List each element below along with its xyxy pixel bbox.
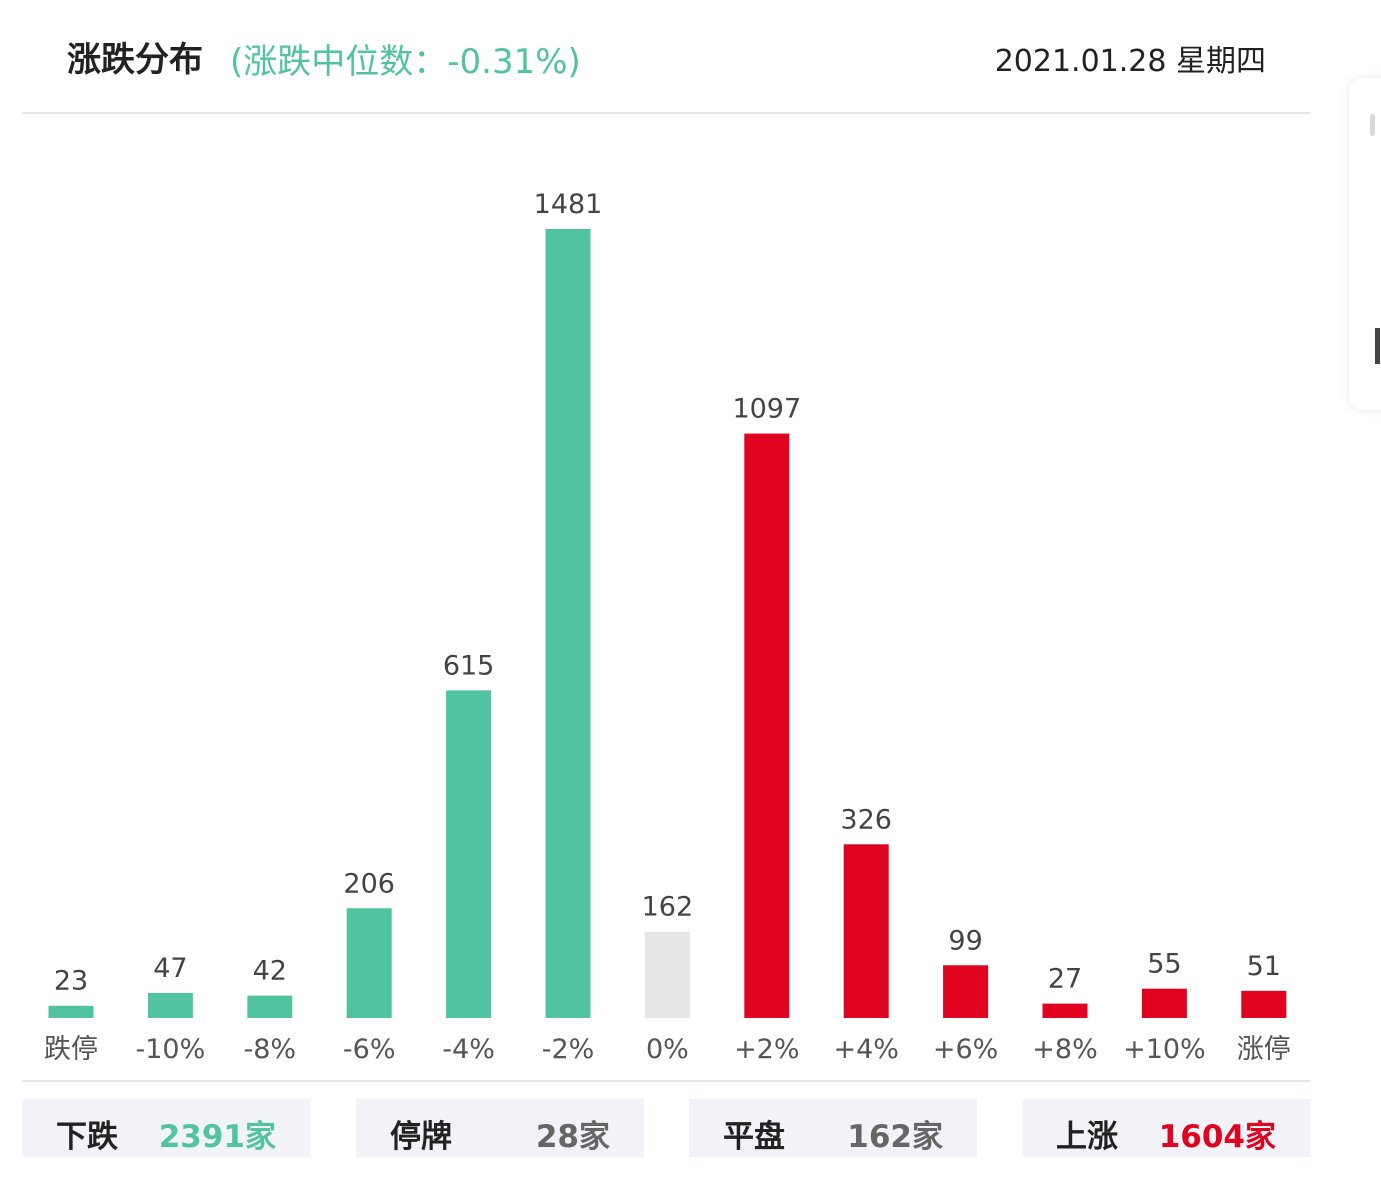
category-label-11: +10% <box>1123 1034 1206 1065</box>
stat-flat-value: 162家 <box>847 1119 943 1155</box>
category-label-3: -6% <box>343 1034 396 1065</box>
category-label-12: 涨停 <box>1237 1034 1291 1065</box>
page-title: 涨跌分布 <box>67 40 203 80</box>
bar-6 <box>644 931 690 1018</box>
stat-suspended-value: 28家 <box>535 1119 610 1155</box>
bar-3 <box>346 908 392 1018</box>
category-label-10: +8% <box>1032 1034 1097 1065</box>
stat-flat: 平盘 162家 <box>689 1099 977 1157</box>
bar-10 <box>1042 1003 1088 1018</box>
axis-divider <box>22 1080 1310 1082</box>
stat-up: 上涨 1604家 <box>1022 1099 1310 1157</box>
bar-9 <box>943 965 989 1018</box>
bar-2 <box>247 995 293 1018</box>
bar-12 <box>1241 990 1287 1018</box>
stat-down: 下跌 2391家 <box>22 1099 310 1157</box>
category-label-9: +6% <box>933 1034 998 1065</box>
header: 涨跌分布 (涨跌中位数：-0.31%) 2021.01.28 星期四 <box>22 0 1310 114</box>
bar-value-label-12: 51 <box>1247 951 1281 982</box>
bar-8 <box>843 844 889 1018</box>
stat-down-value: 2391家 <box>158 1119 276 1155</box>
trade-date: 2021.01.28 星期四 <box>994 44 1266 79</box>
stat-up-label: 上涨 <box>1056 1119 1118 1155</box>
bar-value-label-2: 42 <box>253 956 287 987</box>
bar-value-label-4: 615 <box>443 650 495 681</box>
category-label-6: 0% <box>646 1034 689 1065</box>
bar-value-label-5: 1481 <box>534 189 603 220</box>
bar-value-label-8: 326 <box>840 804 892 835</box>
stat-flat-label: 平盘 <box>723 1119 785 1155</box>
category-label-7: +2% <box>734 1034 799 1065</box>
category-label-0: 跌停 <box>44 1034 98 1065</box>
bar-11 <box>1141 988 1187 1018</box>
bar-1 <box>147 992 193 1018</box>
stat-suspended-label: 停牌 <box>390 1119 452 1155</box>
distribution-bar-chart: 23 跌停 47 -10% 42 -8% 206 -6% 615 -4% 1481 -2% 162 0% 1… <box>44 189 1291 1065</box>
category-label-1: -10% <box>136 1034 206 1065</box>
bar-4 <box>446 690 492 1018</box>
category-label-4: -4% <box>442 1034 495 1065</box>
stat-down-label: 下跌 <box>56 1119 118 1155</box>
scrollbar-thumb[interactable] <box>1370 114 1375 136</box>
category-label-5: -2% <box>542 1034 595 1065</box>
bar-value-label-3: 206 <box>343 868 395 899</box>
bar-value-label-9: 99 <box>948 925 982 956</box>
bar-value-label-1: 47 <box>153 953 187 984</box>
side-panel-glyph <box>1375 328 1380 364</box>
bar-0 <box>48 1005 94 1018</box>
bar-value-label-6: 162 <box>642 892 694 923</box>
stat-up-value: 1604家 <box>1158 1119 1276 1155</box>
bar-value-label-11: 55 <box>1147 949 1181 980</box>
bar-7 <box>744 433 790 1018</box>
side-panel[interactable] <box>1349 78 1381 410</box>
median-change-subtitle: (涨跌中位数：-0.31%) <box>230 42 581 82</box>
category-label-8: +4% <box>833 1034 898 1065</box>
stat-suspended: 停牌 28家 <box>356 1099 644 1157</box>
bar-value-label-10: 27 <box>1048 964 1082 995</box>
bar-value-label-0: 23 <box>54 966 88 997</box>
category-label-2: -8% <box>244 1034 297 1065</box>
bar-value-label-7: 1097 <box>732 394 801 425</box>
bar-5 <box>545 229 591 1018</box>
